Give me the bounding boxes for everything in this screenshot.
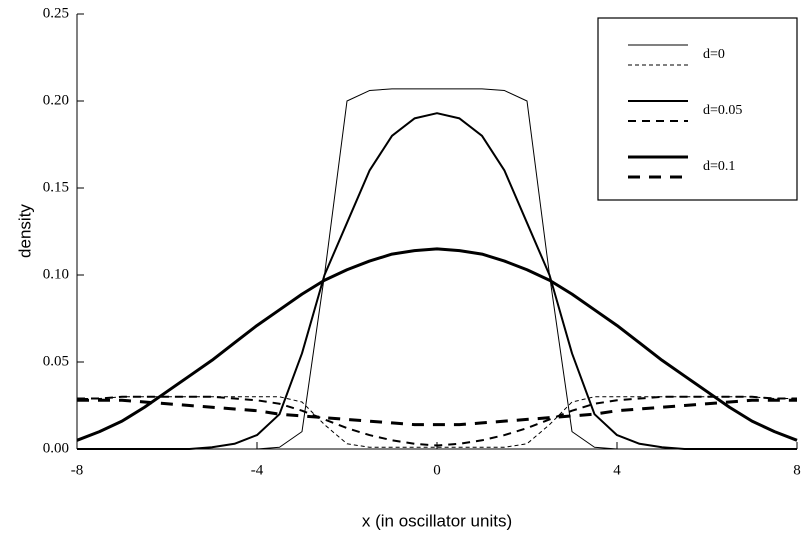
y-tick-label: 0.20 [43, 92, 69, 108]
legend-label: d=0 [703, 47, 725, 62]
x-axis-label: x (in oscillator units) [362, 511, 512, 530]
y-tick-label: 0.05 [43, 353, 69, 369]
y-tick-label: 0.00 [43, 440, 69, 456]
legend-box [597, 17, 798, 201]
x-tick-label: 4 [613, 462, 621, 478]
dashed-line [77, 398, 797, 427]
x-tick-label: 8 [793, 462, 801, 478]
y-axis-label: density [15, 204, 34, 258]
dashed-line [77, 396, 797, 448]
x-tick-label: -8 [71, 462, 84, 478]
y-tick-label: 0.15 [43, 179, 69, 195]
x-tick-label: 0 [433, 462, 441, 478]
solid-line [76, 247, 798, 442]
legend-label: d=0.1 [703, 159, 735, 174]
solid-line [77, 112, 797, 450]
y-tick-label: 0.10 [43, 266, 69, 282]
x-tick-label: -4 [251, 462, 264, 478]
legend-label: d=0.05 [703, 103, 742, 118]
y-tick-label: 0.25 [43, 5, 69, 21]
dashed-line [77, 395, 797, 447]
